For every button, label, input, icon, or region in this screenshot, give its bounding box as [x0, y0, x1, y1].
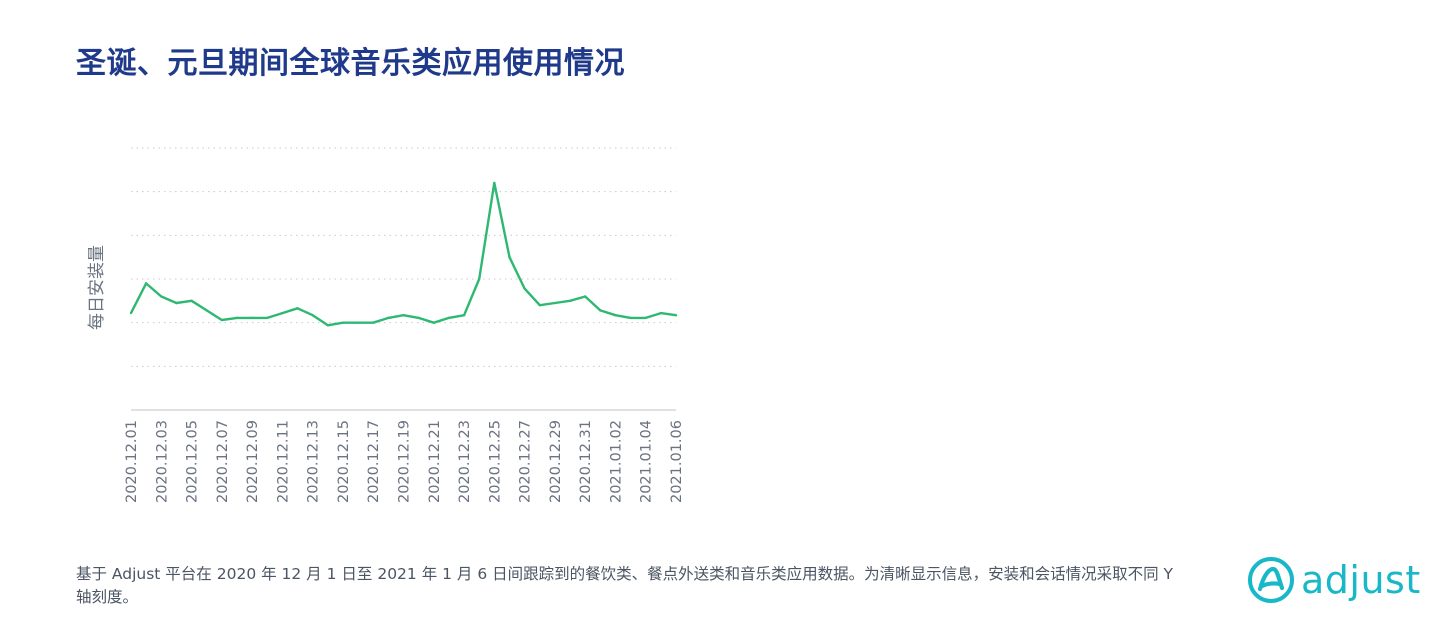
x-tick-label: 2020.12.13	[306, 420, 322, 503]
data-point	[326, 324, 330, 327]
series-points	[129, 181, 678, 327]
data-point	[341, 321, 345, 324]
data-point	[144, 282, 148, 285]
data-point	[372, 321, 375, 324]
data-point	[190, 299, 193, 303]
data-point	[311, 314, 314, 317]
data-point	[553, 301, 557, 305]
data-point	[493, 181, 496, 185]
data-point	[447, 316, 451, 320]
data-point	[160, 295, 163, 298]
adjust-logo-icon	[1248, 557, 1294, 603]
adjust-logo[interactable]: adjust	[1247, 556, 1421, 604]
x-tick-label: 2020.12.07	[215, 420, 231, 503]
data-point	[568, 299, 572, 303]
chart-title: 圣诞、元旦期间全球音乐类应用使用情况	[76, 46, 625, 81]
data-point	[614, 314, 617, 317]
x-tick-label: 2020.12.19	[397, 420, 413, 503]
series-line	[129, 181, 677, 327]
x-axis-ticks: 2020.12.01 2020.12.03 2020.12.05 2020.12.07…	[124, 420, 685, 503]
data-point	[462, 314, 466, 317]
data-point	[235, 316, 239, 320]
x-tick-label: 2020.12.03	[154, 420, 170, 503]
data-point	[523, 287, 526, 290]
data-point	[356, 321, 360, 324]
data-point	[205, 309, 208, 312]
data-point	[129, 311, 133, 315]
data-point	[402, 314, 405, 317]
data-point	[417, 316, 420, 320]
data-point	[477, 277, 481, 281]
data-point	[432, 321, 435, 324]
data-point	[266, 316, 269, 320]
data-point	[659, 311, 663, 315]
x-tick-label: 2020.12.09	[245, 420, 261, 503]
data-point	[583, 295, 587, 298]
data-point	[220, 318, 224, 322]
data-point	[629, 316, 632, 320]
x-tick-label: 2020.12.21	[427, 420, 443, 503]
x-tick-label: 2020.12.31	[578, 420, 594, 503]
data-point	[281, 311, 284, 315]
x-tick-label: 2020.12.01	[124, 420, 140, 503]
data-point	[387, 316, 390, 320]
data-point	[296, 307, 299, 310]
x-tick-label: 2021.01.04	[639, 420, 655, 503]
data-point	[644, 316, 647, 320]
footnote: 基于 Adjust 平台在 2020 年 12 月 1 日至 2021 年 1 …	[76, 565, 1174, 606]
chart-gridlines	[131, 147, 676, 367]
data-point	[175, 301, 178, 305]
x-tick-label: 2021.01.02	[608, 420, 624, 503]
x-tick-label: 2020.12.29	[548, 420, 564, 503]
x-tick-label: 2020.12.15	[336, 420, 352, 503]
data-point	[599, 309, 602, 312]
x-tick-label: 2020.12.17	[366, 420, 382, 503]
x-tick-label: 2020.12.05	[185, 420, 201, 503]
data-point	[674, 314, 678, 317]
x-tick-label: 2020.12.11	[275, 420, 291, 503]
x-tick-label: 2020.12.25	[487, 420, 503, 503]
data-point	[538, 304, 541, 307]
data-point	[250, 316, 254, 320]
data-point	[508, 255, 511, 259]
x-tick-label: 2021.01.06	[669, 420, 685, 503]
logo-text: adjust	[1301, 558, 1421, 602]
x-tick-label: 2020.12.23	[457, 420, 473, 503]
x-tick-label: 2020.12.27	[518, 420, 534, 503]
